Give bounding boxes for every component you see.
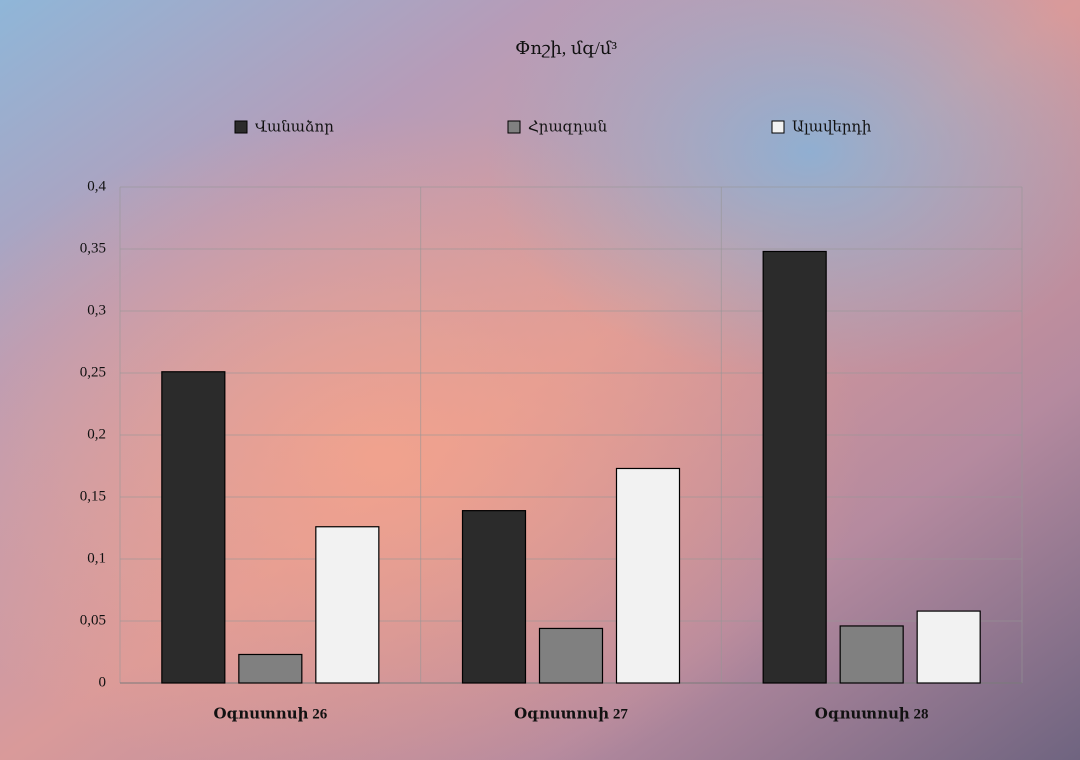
chart-title: Փոշի, մգ/մ³ <box>515 38 617 58</box>
y-tick-label: 0,2 <box>87 426 106 442</box>
legend-label: Վանաձոր <box>255 119 334 135</box>
x-tick-label: Օգոստոսի 28 <box>815 706 929 722</box>
y-tick-label: 0,05 <box>80 612 106 628</box>
y-tick-label: 0,1 <box>87 550 106 566</box>
bar <box>839 625 904 684</box>
bar <box>238 653 303 684</box>
x-tick-label: Օգոստոսի 26 <box>213 706 327 722</box>
legend-label: Ալավերդի <box>792 119 872 135</box>
y-tick-label: 0,35 <box>80 240 106 256</box>
legend-swatch <box>771 120 785 134</box>
y-tick-label: 0,3 <box>87 302 106 318</box>
bar <box>161 371 226 684</box>
y-tick-label: 0,25 <box>80 364 106 380</box>
bar <box>315 526 380 684</box>
bar <box>461 510 527 684</box>
y-tick-label: 0 <box>99 674 107 690</box>
bar <box>615 467 681 684</box>
x-tick-label: Օգոստոսի 27 <box>514 706 628 722</box>
legend-swatch <box>507 120 521 134</box>
bar <box>762 250 827 684</box>
bar <box>538 627 604 684</box>
bar <box>916 610 981 684</box>
y-tick-label: 0,15 <box>80 488 106 504</box>
y-tick-label: 0,4 <box>87 178 106 194</box>
legend-swatch <box>234 120 248 134</box>
legend-label: Հրազդան <box>528 119 608 135</box>
